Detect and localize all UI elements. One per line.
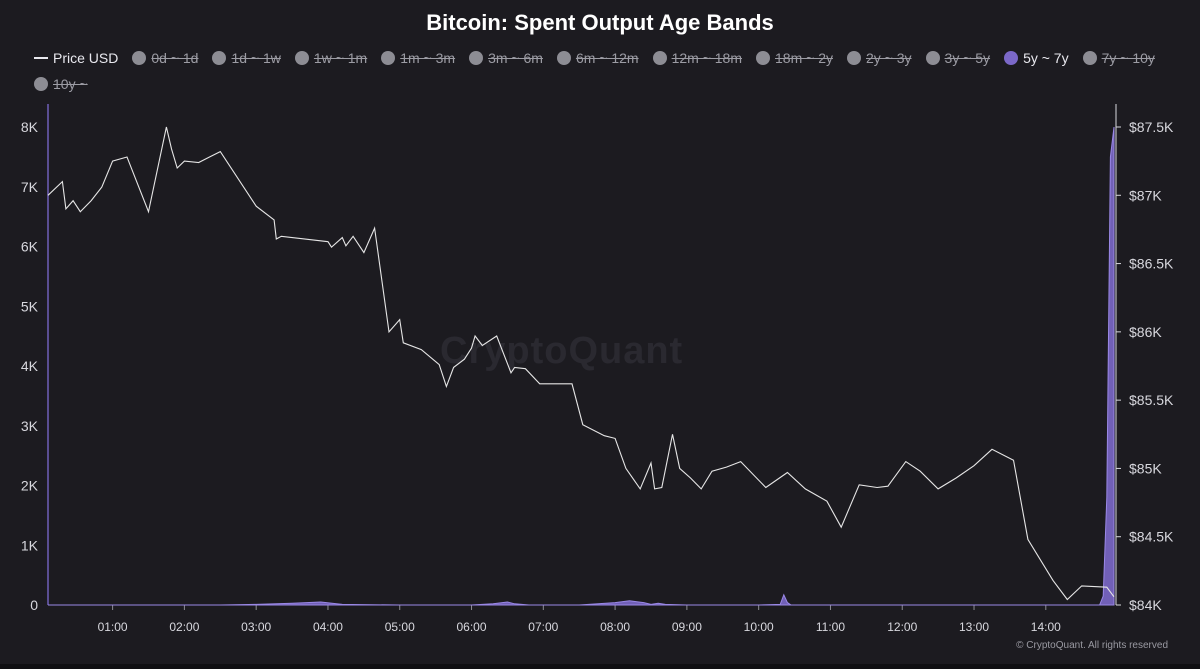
y-left-tick-label: 2K <box>21 478 39 494</box>
legend-item-12[interactable]: 7y ~ 10y <box>1082 48 1155 68</box>
legend-label: 2y ~ 3y <box>866 50 912 66</box>
legend-dot-icon <box>132 51 147 65</box>
chart-title: Bitcoin: Spent Output Age Bands <box>426 10 774 35</box>
legend-dot-icon <box>212 51 227 65</box>
watermark: CryptoQuant <box>440 330 684 372</box>
series-price-usd-line <box>47 126 1115 601</box>
y-left-tick-label: 5K <box>21 298 39 314</box>
x-tick-label: 06:00 <box>457 620 487 634</box>
legend-dot-icon <box>756 51 771 65</box>
legend-item-13[interactable]: 10y ~ <box>34 74 88 94</box>
y-right-tick-label: $84.5K <box>1129 529 1174 545</box>
y-right-tick-label: $86.5K <box>1129 256 1174 272</box>
x-tick-label: 03:00 <box>241 620 271 634</box>
legend-item-3[interactable]: 1w ~ 1m <box>294 48 368 68</box>
legend-dot-icon <box>1082 51 1097 65</box>
legend-label: 1d ~ 1w <box>231 50 281 66</box>
legend-item-8[interactable]: 18m ~ 2y <box>756 48 833 68</box>
bottom-strip <box>0 664 1200 669</box>
legend: Price USD 0d ~ 1d 1d ~ 1w 1w ~ 1m 1m ~ 3m 3m … <box>34 48 1174 94</box>
y-left-tick-label: 1K <box>21 537 39 553</box>
y-right-tick-label: $86K <box>1129 324 1162 340</box>
legend-label: 7y ~ 10y <box>1101 50 1155 66</box>
legend-line-icon <box>34 57 48 59</box>
legend-label: 18m ~ 2y <box>775 50 833 66</box>
y-left-tick-label: 8K <box>21 119 39 135</box>
y-right-tick-label: $84K <box>1129 597 1162 613</box>
y-left-tick-label: 6K <box>21 239 39 255</box>
x-tick-label: 09:00 <box>672 620 702 634</box>
copyright-notice: © CryptoQuant. All rights reserved <box>1016 640 1168 651</box>
legend-item-5[interactable]: 3m ~ 6m <box>469 48 543 68</box>
series-5y-7y-area <box>48 126 1115 606</box>
x-tick-label: 01:00 <box>98 620 128 634</box>
legend-label: 12m ~ 18m <box>671 50 743 66</box>
legend-dot-icon <box>381 51 396 65</box>
x-tick-label: 08:00 <box>600 620 630 634</box>
legend-item-2[interactable]: 1d ~ 1w <box>212 48 281 68</box>
y-left-tick-label: 4K <box>21 358 39 374</box>
legend-item-9[interactable]: 2y ~ 3y <box>847 48 912 68</box>
y-left-tick-label: 7K <box>21 179 39 195</box>
y-right-tick-label: $87K <box>1129 187 1162 203</box>
y-right-tick-label: $87.5K <box>1129 119 1174 135</box>
legend-label: Price USD <box>53 50 119 66</box>
x-tick-label: 14:00 <box>1031 620 1061 634</box>
legend-label: 1m ~ 3m <box>400 50 456 66</box>
y-right-tick-label: $85K <box>1129 460 1162 476</box>
legend-label: 3y ~ 5y <box>944 50 991 66</box>
x-tick-label: 13:00 <box>959 620 989 634</box>
x-tick-label: 04:00 <box>313 620 343 634</box>
legend-item-4[interactable]: 1m ~ 3m <box>381 48 455 68</box>
legend-item-11[interactable]: 5y ~ 7y <box>1004 48 1069 68</box>
legend-dot-icon <box>294 51 309 65</box>
x-tick-label: 05:00 <box>385 620 415 634</box>
legend-dot-icon <box>652 51 667 65</box>
x-tick-label: 02:00 <box>169 620 199 634</box>
x-tick-label: 11:00 <box>816 620 845 634</box>
y-right-tick-label: $85.5K <box>1129 392 1174 408</box>
legend-item-1[interactable]: 0d ~ 1d <box>132 48 198 68</box>
legend-dot-icon <box>925 51 940 65</box>
legend-dot-icon <box>847 51 861 65</box>
legend-label: 1w ~ 1m <box>313 50 368 66</box>
legend-dot-icon <box>469 51 484 65</box>
legend-item-6[interactable]: 6m ~ 12m <box>556 48 639 68</box>
legend-item-0[interactable]: Price USD <box>34 48 118 68</box>
x-tick-label: 10:00 <box>744 620 774 634</box>
legend-label: 6m ~ 12m <box>575 50 639 66</box>
y-left-tick-label: 3K <box>21 418 39 434</box>
legend-item-7[interactable]: 12m ~ 18m <box>652 48 743 68</box>
legend-dot-icon <box>1004 51 1019 65</box>
legend-dot-icon <box>34 77 48 91</box>
x-tick-label: 07:00 <box>528 620 558 634</box>
legend-dot-icon <box>556 51 571 65</box>
legend-label: 5y ~ 7y <box>1023 50 1069 66</box>
legend-label: 10y ~ <box>53 76 88 92</box>
legend-label: 3m ~ 6m <box>488 50 543 66</box>
legend-item-10[interactable]: 3y ~ 5y <box>925 48 991 68</box>
legend-label: 0d ~ 1d <box>151 50 199 66</box>
x-tick-label: 12:00 <box>887 620 917 634</box>
y-left-tick-label: 0 <box>30 597 38 613</box>
